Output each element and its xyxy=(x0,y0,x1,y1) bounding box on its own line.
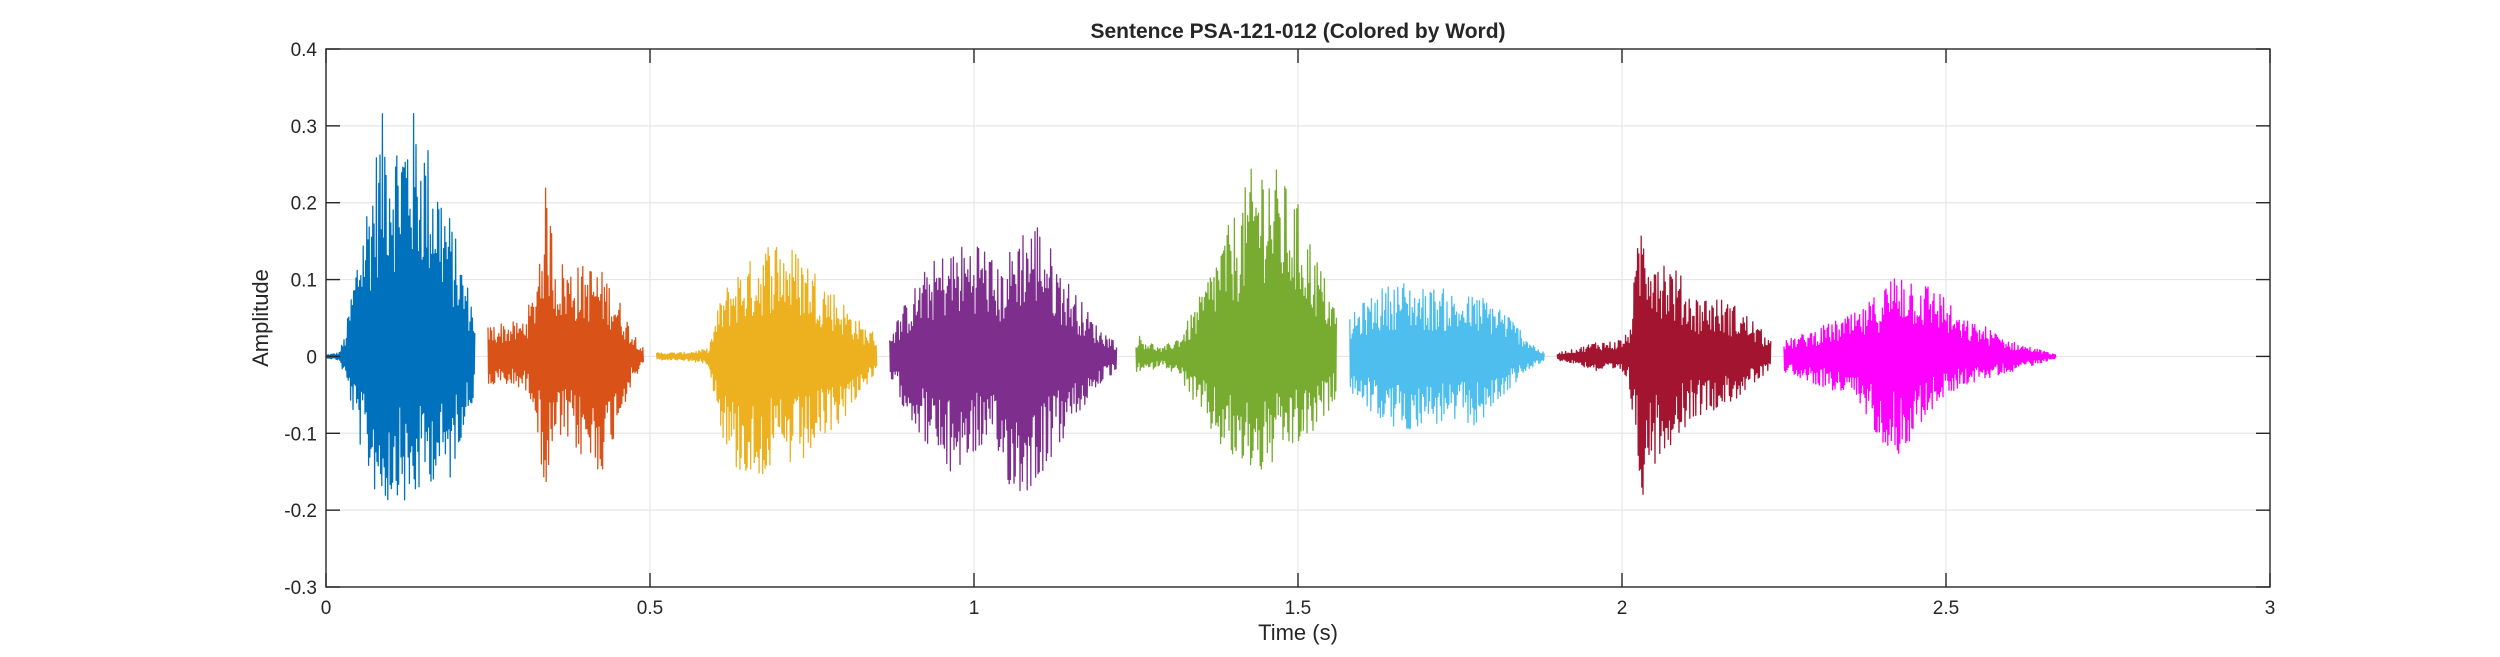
y-tick-label: -0.2 xyxy=(284,501,317,522)
x-tick-label: 3 xyxy=(2265,598,2276,619)
word-segment-6 xyxy=(1349,283,1545,430)
y-tick-label: -0.1 xyxy=(284,424,317,445)
x-tick-label: 0 xyxy=(321,598,332,619)
word-segment-7 xyxy=(1556,235,1772,495)
y-tick-label: 0.4 xyxy=(291,40,318,61)
word-segment-1 xyxy=(325,113,476,501)
x-tick-label: 2 xyxy=(1617,598,1628,619)
y-axis-label: Amplitude xyxy=(248,269,273,367)
chart-title: Sentence PSA-121-012 (Colored by Word) xyxy=(1090,20,1505,43)
word-segment-5 xyxy=(1135,168,1338,470)
y-tick-label: 0.3 xyxy=(291,117,317,138)
x-tick-label: 1 xyxy=(969,598,980,619)
x-tick-label: 0.5 xyxy=(637,598,663,619)
x-axis-label: Time (s) xyxy=(1258,620,1338,645)
word-segment-8 xyxy=(1783,278,2057,454)
ticks: 0 0.5 1 1.5 2 2.5 3 -0.3 -0.2 -0.1 0 0.1 0.2 0.3 0.4 xyxy=(284,40,2275,619)
x-tick-label: 1.5 xyxy=(1285,598,1311,619)
y-tick-label: -0.3 xyxy=(284,578,317,599)
word-segment-3 xyxy=(655,246,878,475)
x-tick-label: 2.5 xyxy=(1933,598,1959,619)
y-tick-label: 0.1 xyxy=(291,271,317,292)
word-segment-2 xyxy=(487,187,645,483)
y-tick-label: 0.2 xyxy=(291,194,317,215)
word-segment-4 xyxy=(889,227,1118,492)
y-tick-label: 0 xyxy=(306,347,317,368)
series-layer xyxy=(325,113,2057,501)
